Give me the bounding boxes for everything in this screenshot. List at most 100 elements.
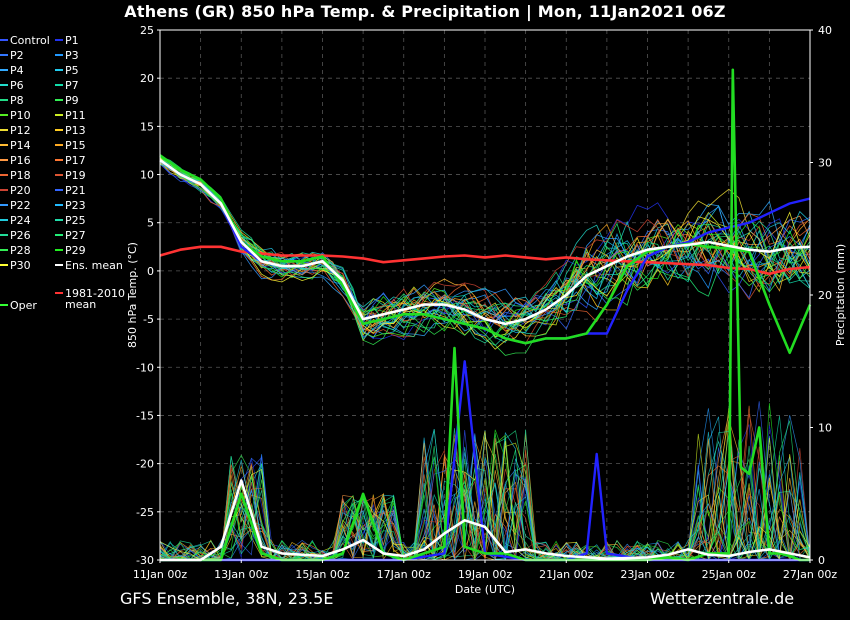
legend-item-p10: P10 <box>0 109 31 122</box>
legend-item-p24: P24 <box>0 214 31 227</box>
legend-item-p1: P1 <box>55 34 79 47</box>
y2-tick-label: 30 <box>818 157 832 170</box>
ens-mean-temp-line <box>159 159 811 326</box>
legend-item-p23: P23 <box>55 199 86 212</box>
x-tick-label: 11Jan 00z <box>133 568 187 581</box>
legend-item-p19: P19 <box>55 169 86 182</box>
legend-item-p13: P13 <box>55 124 86 137</box>
member-temp-line <box>159 161 811 331</box>
legend-item-p29: P29 <box>55 244 86 257</box>
legend-label: P10 <box>10 109 31 122</box>
legend-item-p4: P4 <box>0 64 24 77</box>
member-precip-line <box>159 431 811 561</box>
model-info: GFS Ensemble, 38N, 23.5E <box>120 589 334 608</box>
y2-tick-label: 10 <box>818 422 832 435</box>
legend-label: 1981-2010 mean <box>65 287 125 311</box>
source-credit: Wetterzentrale.de <box>650 589 795 608</box>
member-precip-line <box>159 408 811 562</box>
legend-label: Control <box>10 34 50 47</box>
legend-label: P9 <box>65 94 79 107</box>
member-temp-line <box>159 157 811 337</box>
legend-item-p15: P15 <box>55 139 86 152</box>
legend-label: Oper <box>10 299 37 312</box>
y-tick-label: 10 <box>140 169 154 182</box>
legend-label: P4 <box>10 64 24 77</box>
legend-item-p18: P18 <box>0 169 31 182</box>
legend-label: P25 <box>65 214 86 227</box>
legend-item-p22: P22 <box>0 199 31 212</box>
x-tick-label: 13Jan 00z <box>214 568 268 581</box>
y2-tick-label: 0 <box>818 554 825 567</box>
legend-label: P16 <box>10 154 31 167</box>
legend-label: P17 <box>65 154 86 167</box>
x-axis-tick-labels: 11Jan 00z 13Jan 00z 15Jan 00z 17Jan 00z 19Ja… <box>133 560 837 581</box>
legend-label: P5 <box>65 64 79 77</box>
legend-label: P15 <box>65 139 86 152</box>
member-temp-line <box>159 156 811 344</box>
y-axis-label: 850 hPa Temp. (°C) <box>126 242 139 348</box>
legend-label: P29 <box>65 244 86 257</box>
legend-item-p21: P21 <box>55 184 86 197</box>
y-tick-label: -20 <box>136 458 154 471</box>
legend-label: P3 <box>65 49 79 62</box>
y-tick-label: 0 <box>147 265 154 278</box>
legend-item-p6: P6 <box>0 79 24 92</box>
legend-item-control: Control <box>0 34 50 47</box>
legend-item-p27: P27 <box>55 229 86 242</box>
x-tick-label: 17Jan 00z <box>377 568 431 581</box>
x-tick-label: 25Jan 00z <box>702 568 756 581</box>
y2-tick-label: 20 <box>818 289 832 302</box>
legend-item-p25: P25 <box>55 214 86 227</box>
x-tick-label: 21Jan 00z <box>539 568 593 581</box>
page-title: Athens (GR) 850 hPa Temp. & Precipitatio… <box>124 2 726 21</box>
legend-label: P28 <box>10 244 31 257</box>
legend-label: P22 <box>10 199 31 212</box>
y-tick-label: -10 <box>136 361 154 374</box>
legend-item-p7: P7 <box>55 79 79 92</box>
legend: Control P1 P2 P3 P4 P5 P6 P7 P8 P9 P10 P11 P12 P13 P14… <box>0 34 125 312</box>
x-axis-label: Date (UTC) <box>455 583 515 596</box>
y-tick-label: 20 <box>140 72 154 85</box>
legend-label: P27 <box>65 229 86 242</box>
legend-label: P20 <box>10 184 31 197</box>
legend-item-p14: P14 <box>0 139 31 152</box>
y2-axis-label: Precipitation (mm) <box>834 244 847 346</box>
legend-label: P7 <box>65 79 79 92</box>
legend-item-p3: P3 <box>55 49 79 62</box>
member-temp-line <box>159 160 811 338</box>
oper-temp-line <box>159 154 812 355</box>
y-tick-label: -30 <box>136 554 154 567</box>
legend-item-p30: P30 <box>0 259 31 272</box>
legend-label: P18 <box>10 169 31 182</box>
member-temp-line <box>159 157 811 350</box>
member-precip-line <box>159 405 811 561</box>
member-precip-line <box>159 431 810 561</box>
member-precip-line <box>159 429 811 561</box>
x-tick-label: 19Jan 00z <box>458 568 512 581</box>
legend-item-p28: P28 <box>0 244 31 257</box>
y-tick-label: 5 <box>147 217 154 230</box>
legend-label: P13 <box>65 124 86 137</box>
legend-label: P12 <box>10 124 31 137</box>
y-tick-label: -25 <box>136 506 154 519</box>
member-temp-line <box>159 156 811 335</box>
legend-item-1981-2010-mean: 1981-2010 mean <box>55 287 125 311</box>
1981-2010-mean-temp-line <box>159 245 811 276</box>
legend-label: P11 <box>65 109 86 122</box>
legend-item-p12: P12 <box>0 124 31 137</box>
legend-item-p26: P26 <box>0 229 31 242</box>
legend-label: P2 <box>10 49 24 62</box>
member-temp-line <box>159 163 811 346</box>
y-tick-label: 25 <box>140 24 154 37</box>
legend-label: P1 <box>65 34 79 47</box>
legend-item-ens-mean: Ens. mean <box>55 259 123 272</box>
y-tick-label: -5 <box>143 313 154 326</box>
y-tick-label: -15 <box>136 409 154 422</box>
legend-label: P21 <box>65 184 86 197</box>
legend-label: P30 <box>10 259 31 272</box>
legend-item-p5: P5 <box>55 64 79 77</box>
legend-item-p16: P16 <box>0 154 31 167</box>
y-axis-tick-labels: 25 20 15 10 5 0 -5 -10 -15 -20 -25 -30 <box>136 24 160 567</box>
x-tick-label: 27Jan 00z <box>783 568 837 581</box>
